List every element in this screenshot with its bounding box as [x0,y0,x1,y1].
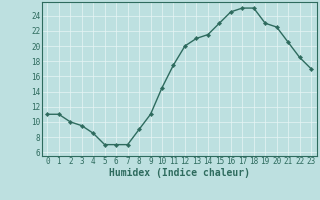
X-axis label: Humidex (Indice chaleur): Humidex (Indice chaleur) [109,168,250,178]
